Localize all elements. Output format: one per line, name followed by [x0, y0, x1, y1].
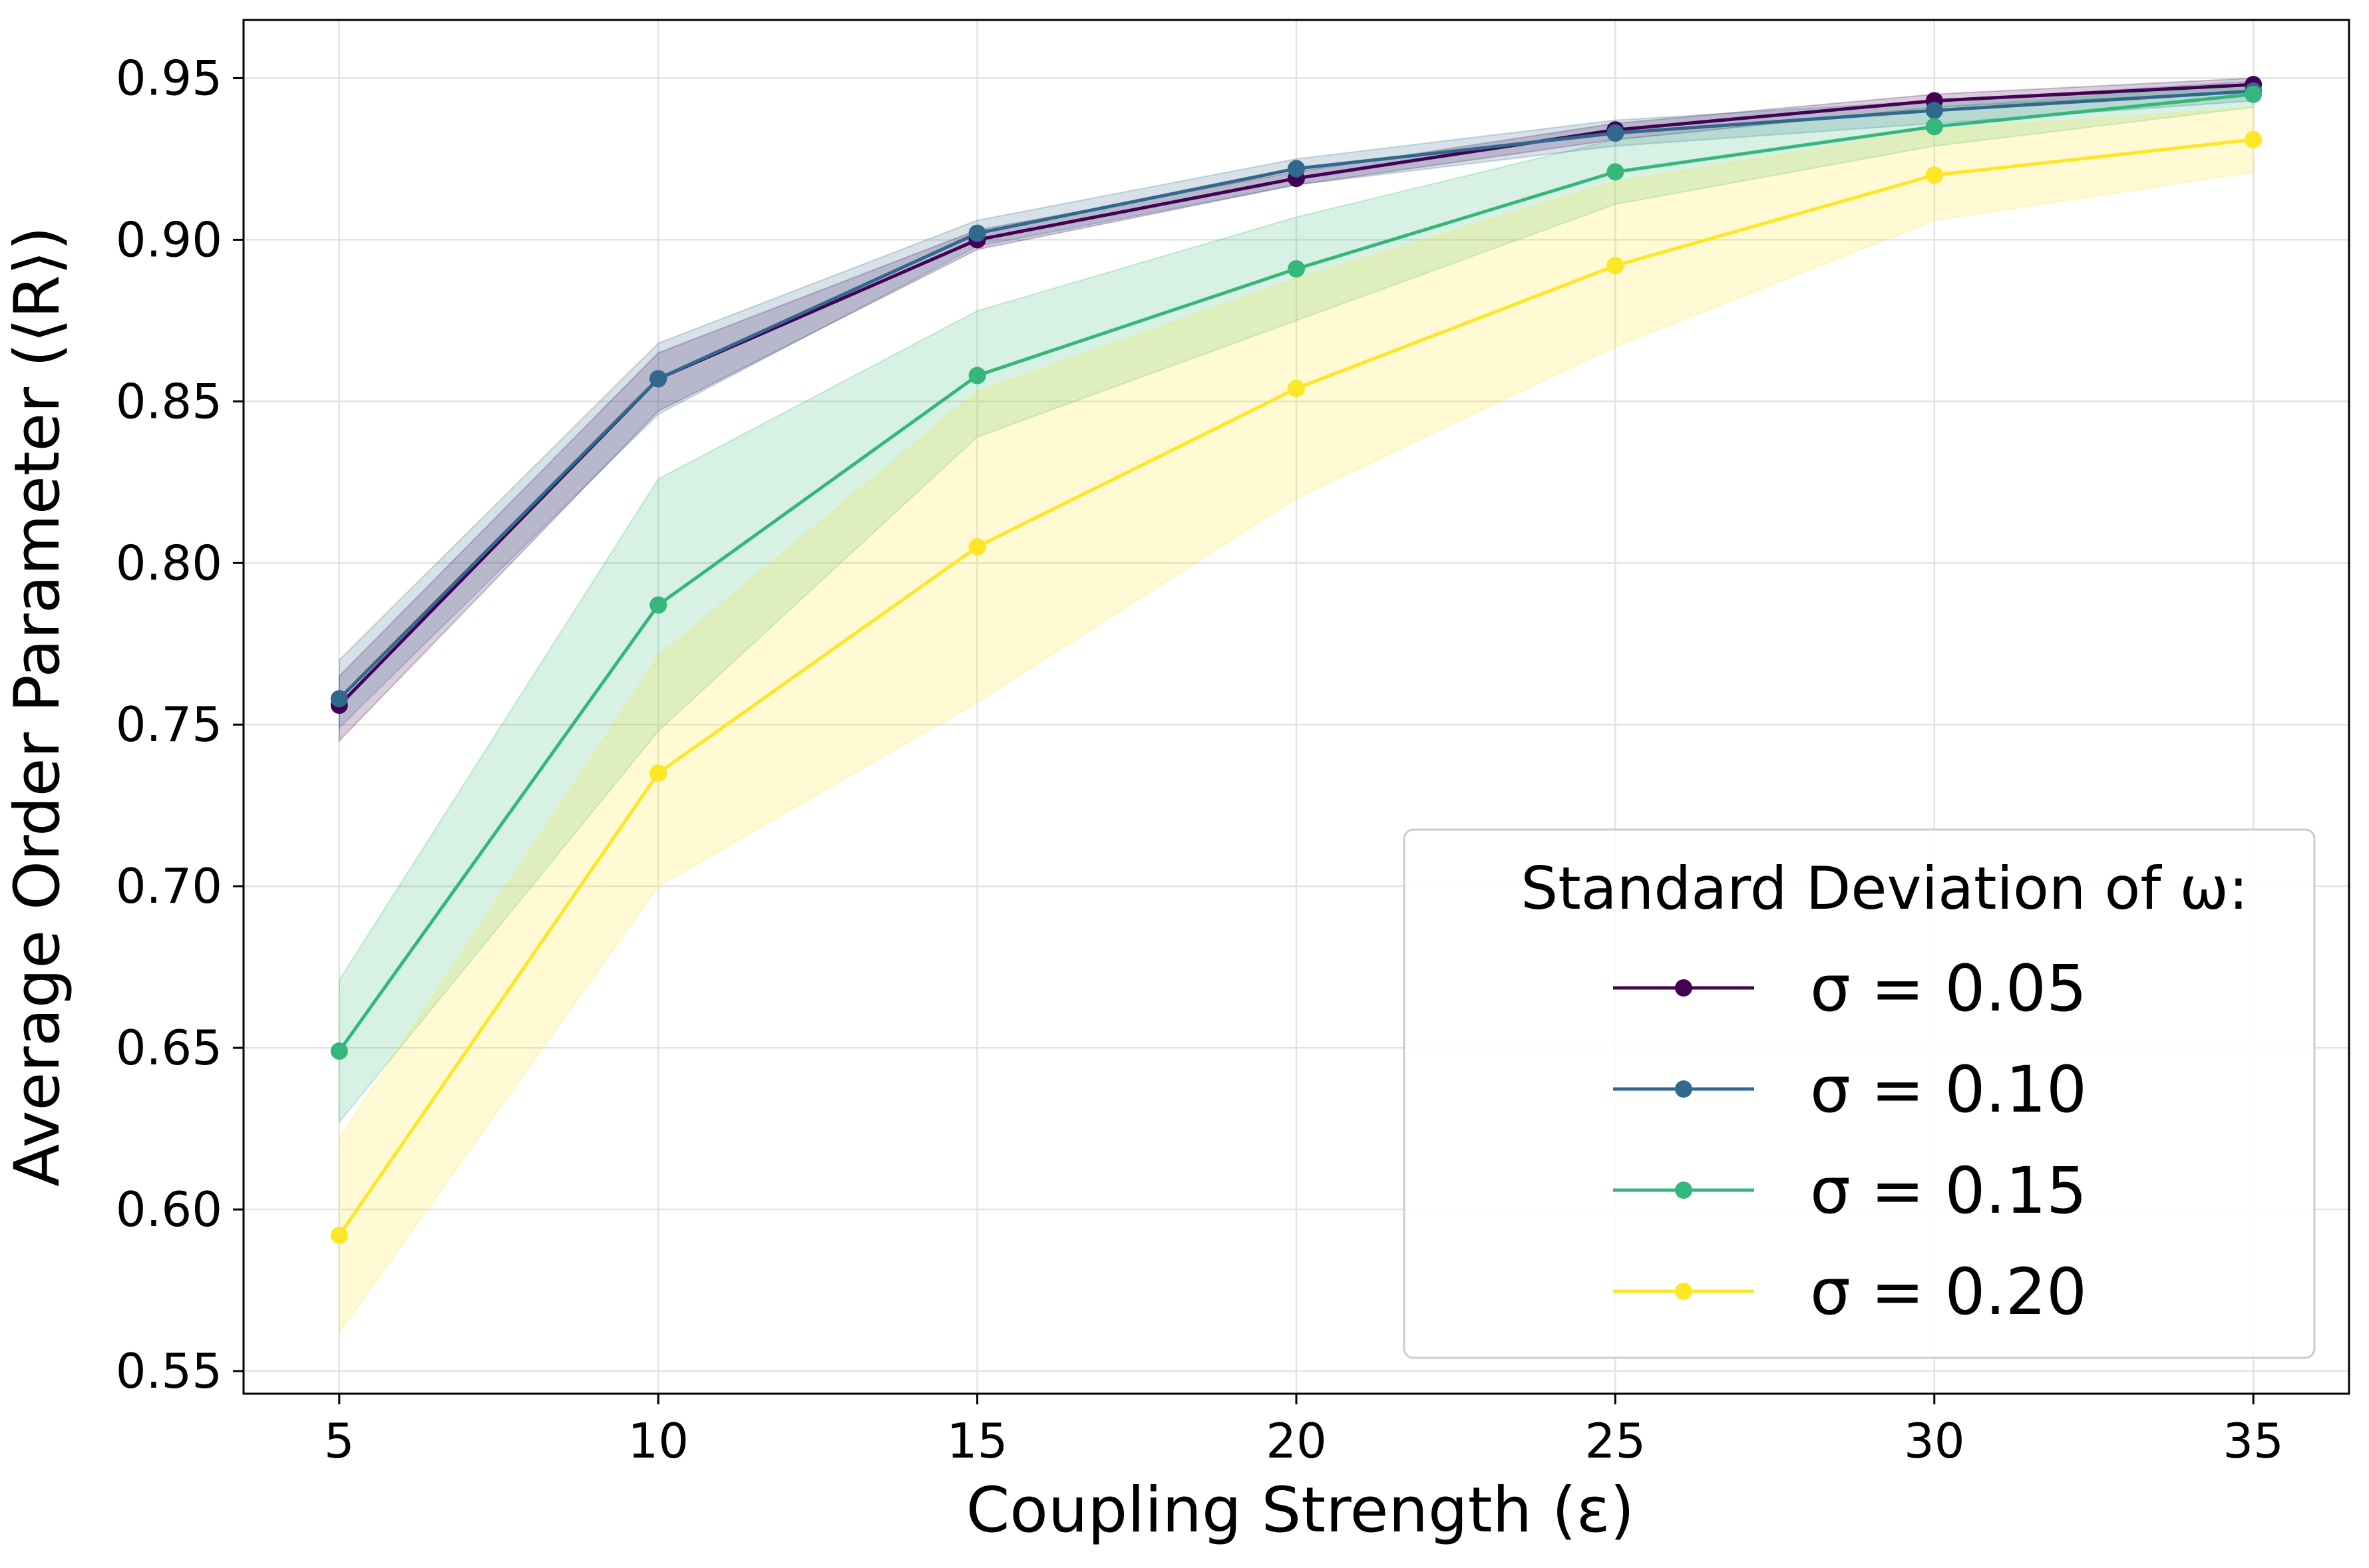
legend-entry-3[interactable]: σ = 0.15: [1613, 1154, 2087, 1228]
legend-marker: [1675, 1283, 1692, 1300]
data-point: [968, 367, 986, 385]
x-tick-label: 25: [1585, 1413, 1646, 1469]
data-point: [1925, 102, 1943, 120]
y-tick-label: 0.95: [116, 50, 222, 106]
data-point: [1288, 260, 1305, 278]
legend-label: σ = 0.10: [1810, 1052, 2087, 1127]
data-point: [1288, 160, 1305, 178]
legend-marker: [1675, 1181, 1692, 1199]
data-point: [649, 370, 667, 388]
data-point: [2245, 85, 2263, 103]
series-points: [330, 76, 2263, 1244]
data-point: [330, 690, 348, 708]
x-tick-label: 30: [1904, 1413, 1965, 1469]
y-tick-label: 0.85: [116, 373, 222, 429]
data-point: [1925, 118, 1943, 136]
y-tick-label: 0.75: [116, 697, 222, 752]
legend-label: σ = 0.20: [1810, 1255, 2087, 1329]
legend-marker: [1675, 1080, 1692, 1098]
y-axis-title: Average Order Parameter (⟨R⟩): [1, 226, 74, 1187]
data-point: [330, 1042, 348, 1060]
x-tick-label: 35: [2223, 1413, 2284, 1469]
data-point: [1606, 163, 1624, 181]
data-point: [1925, 166, 1943, 184]
x-tick-label: 15: [947, 1413, 1008, 1469]
legend-marker: [1675, 979, 1692, 997]
y-tick-label: 0.55: [116, 1343, 222, 1399]
confidence-band-4: [338, 106, 2255, 1334]
legend-entries: σ = 0.05 σ = 0.10 σ = 0.15 σ = 0.20: [1613, 951, 2087, 1329]
data-point: [1288, 379, 1305, 397]
legend-entry-4[interactable]: σ = 0.20: [1613, 1255, 2087, 1329]
legend-label: σ = 0.15: [1810, 1154, 2087, 1228]
data-point: [2245, 130, 2263, 148]
confidence-bands: [338, 77, 2255, 1334]
y-tick-label: 0.70: [116, 858, 222, 914]
x-axis-ticks: 5 10 15 20 25 30 35: [324, 1394, 2284, 1469]
confidence-band-3: [338, 84, 2255, 1124]
data-point: [1606, 257, 1624, 275]
legend-entry-2[interactable]: σ = 0.10: [1613, 1052, 2087, 1127]
y-tick-label: 0.65: [116, 1020, 222, 1076]
y-tick-label: 0.60: [116, 1181, 222, 1237]
data-point: [649, 764, 667, 782]
y-axis-ticks: 0.55 0.60 0.65 0.70 0.75 0.80 0.85 0.90 0.95: [116, 50, 244, 1399]
data-point: [968, 538, 986, 555]
data-point: [968, 224, 986, 242]
y-tick-label: 0.80: [116, 535, 222, 591]
data-point: [1606, 124, 1624, 142]
legend-label: σ = 0.05: [1810, 951, 2087, 1026]
data-point: [330, 1226, 348, 1244]
x-tick-label: 20: [1266, 1413, 1327, 1469]
x-tick-label: 5: [324, 1413, 355, 1469]
legend-title: Standard Deviation of ω:: [1521, 854, 2248, 923]
x-axis-title: Coupling Strength (ε): [966, 1474, 1634, 1547]
legend[interactable]: Standard Deviation of ω: σ = 0.05 σ = 0.1…: [1403, 828, 2316, 1359]
x-tick-label: 10: [628, 1413, 689, 1469]
y-tick-label: 0.90: [116, 212, 222, 267]
data-point: [649, 596, 667, 614]
legend-box: [1403, 828, 2316, 1359]
legend-entry-1[interactable]: σ = 0.05: [1613, 951, 2087, 1026]
